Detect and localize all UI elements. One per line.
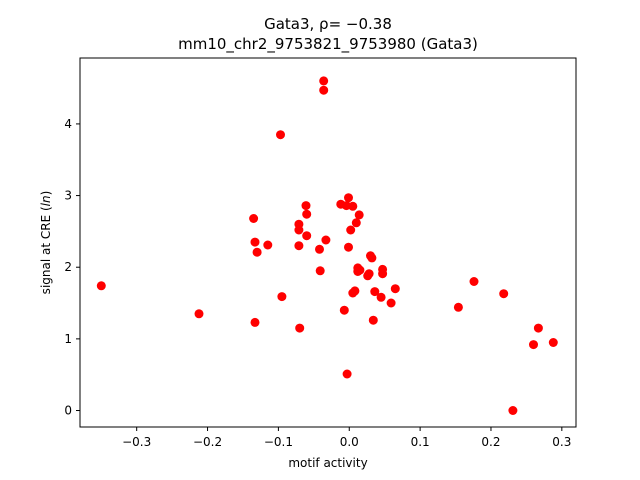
data-point-0: [96, 281, 106, 291]
data-point-10: [294, 225, 304, 235]
data-point-3: [250, 237, 260, 247]
y-tick-label-1: 1: [64, 332, 72, 346]
data-point-45: [386, 298, 396, 308]
data-point-19: [319, 85, 329, 95]
data-point-12: [295, 323, 305, 333]
data-point-2: [249, 214, 259, 223]
data-point-5: [250, 317, 260, 327]
data-point-25: [344, 193, 353, 203]
data-point-52: [533, 323, 543, 333]
x-axis-label: motif activity: [288, 456, 367, 470]
data-point-49: [499, 289, 509, 299]
plot-frame: [79, 57, 577, 428]
y-tick-label-3: 3: [64, 189, 72, 203]
data-point-44: [378, 269, 388, 279]
x-tick-label-6: 0.3: [552, 435, 571, 449]
data-point-8: [277, 292, 287, 302]
y-tick-label-4: 4: [64, 117, 72, 131]
data-point-35: [355, 265, 365, 275]
data-point-6: [263, 240, 273, 250]
x-axis-ticks: −0.3 −0.2 −0.1 0.0 0.1 0.2 0.3: [122, 427, 571, 449]
data-point-40: [368, 315, 378, 325]
data-point-27: [346, 225, 356, 235]
data-point-41: [370, 287, 380, 297]
data-point-34: [354, 210, 364, 220]
y-tick-label-2: 2: [64, 260, 72, 274]
data-point-42: [376, 292, 386, 302]
data-point-30: [350, 286, 360, 296]
data-point-13: [301, 201, 311, 211]
data-point-18: [319, 76, 329, 86]
data-point-24: [342, 369, 352, 379]
x-tick-label-5: 0.2: [481, 435, 500, 449]
data-point-28: [348, 201, 358, 211]
x-tick-label-2: −0.1: [264, 435, 293, 449]
chart-title-line1: Gata3, ρ= −0.38: [264, 15, 392, 33]
data-point-4: [252, 247, 262, 257]
data-point-39: [367, 253, 377, 263]
x-tick-label-0: −0.3: [122, 435, 151, 449]
data-point-14: [302, 209, 312, 219]
data-point-47: [453, 302, 463, 312]
x-tick-label-3: 0.0: [340, 435, 359, 449]
chart-title-line2: mm10_chr2_9753821_9753980 (Gata3): [178, 35, 478, 54]
data-point-11: [294, 241, 304, 251]
data-point-22: [339, 305, 349, 315]
x-tick-label-1: −0.2: [193, 435, 222, 449]
data-point-53: [548, 338, 558, 347]
data-point-16: [315, 244, 324, 254]
data-point-46: [390, 284, 400, 294]
data-point-1: [194, 309, 204, 319]
x-tick-label-4: 0.1: [411, 435, 430, 449]
data-point-7: [276, 130, 285, 140]
data-points: [96, 76, 558, 415]
data-point-20: [321, 235, 331, 245]
y-tick-label-0: 0: [64, 404, 72, 418]
data-point-50: [508, 406, 518, 415]
data-point-51: [529, 340, 538, 350]
y-axis-ticks: 0 1 2 3 4: [64, 117, 80, 418]
y-axis-label: signal at CRE (ln): [39, 191, 53, 295]
data-point-15: [302, 231, 312, 241]
data-point-17: [315, 266, 325, 276]
data-point-26: [344, 242, 353, 252]
data-point-31: [351, 218, 361, 228]
data-point-37: [364, 269, 374, 279]
data-point-48: [469, 277, 479, 286]
